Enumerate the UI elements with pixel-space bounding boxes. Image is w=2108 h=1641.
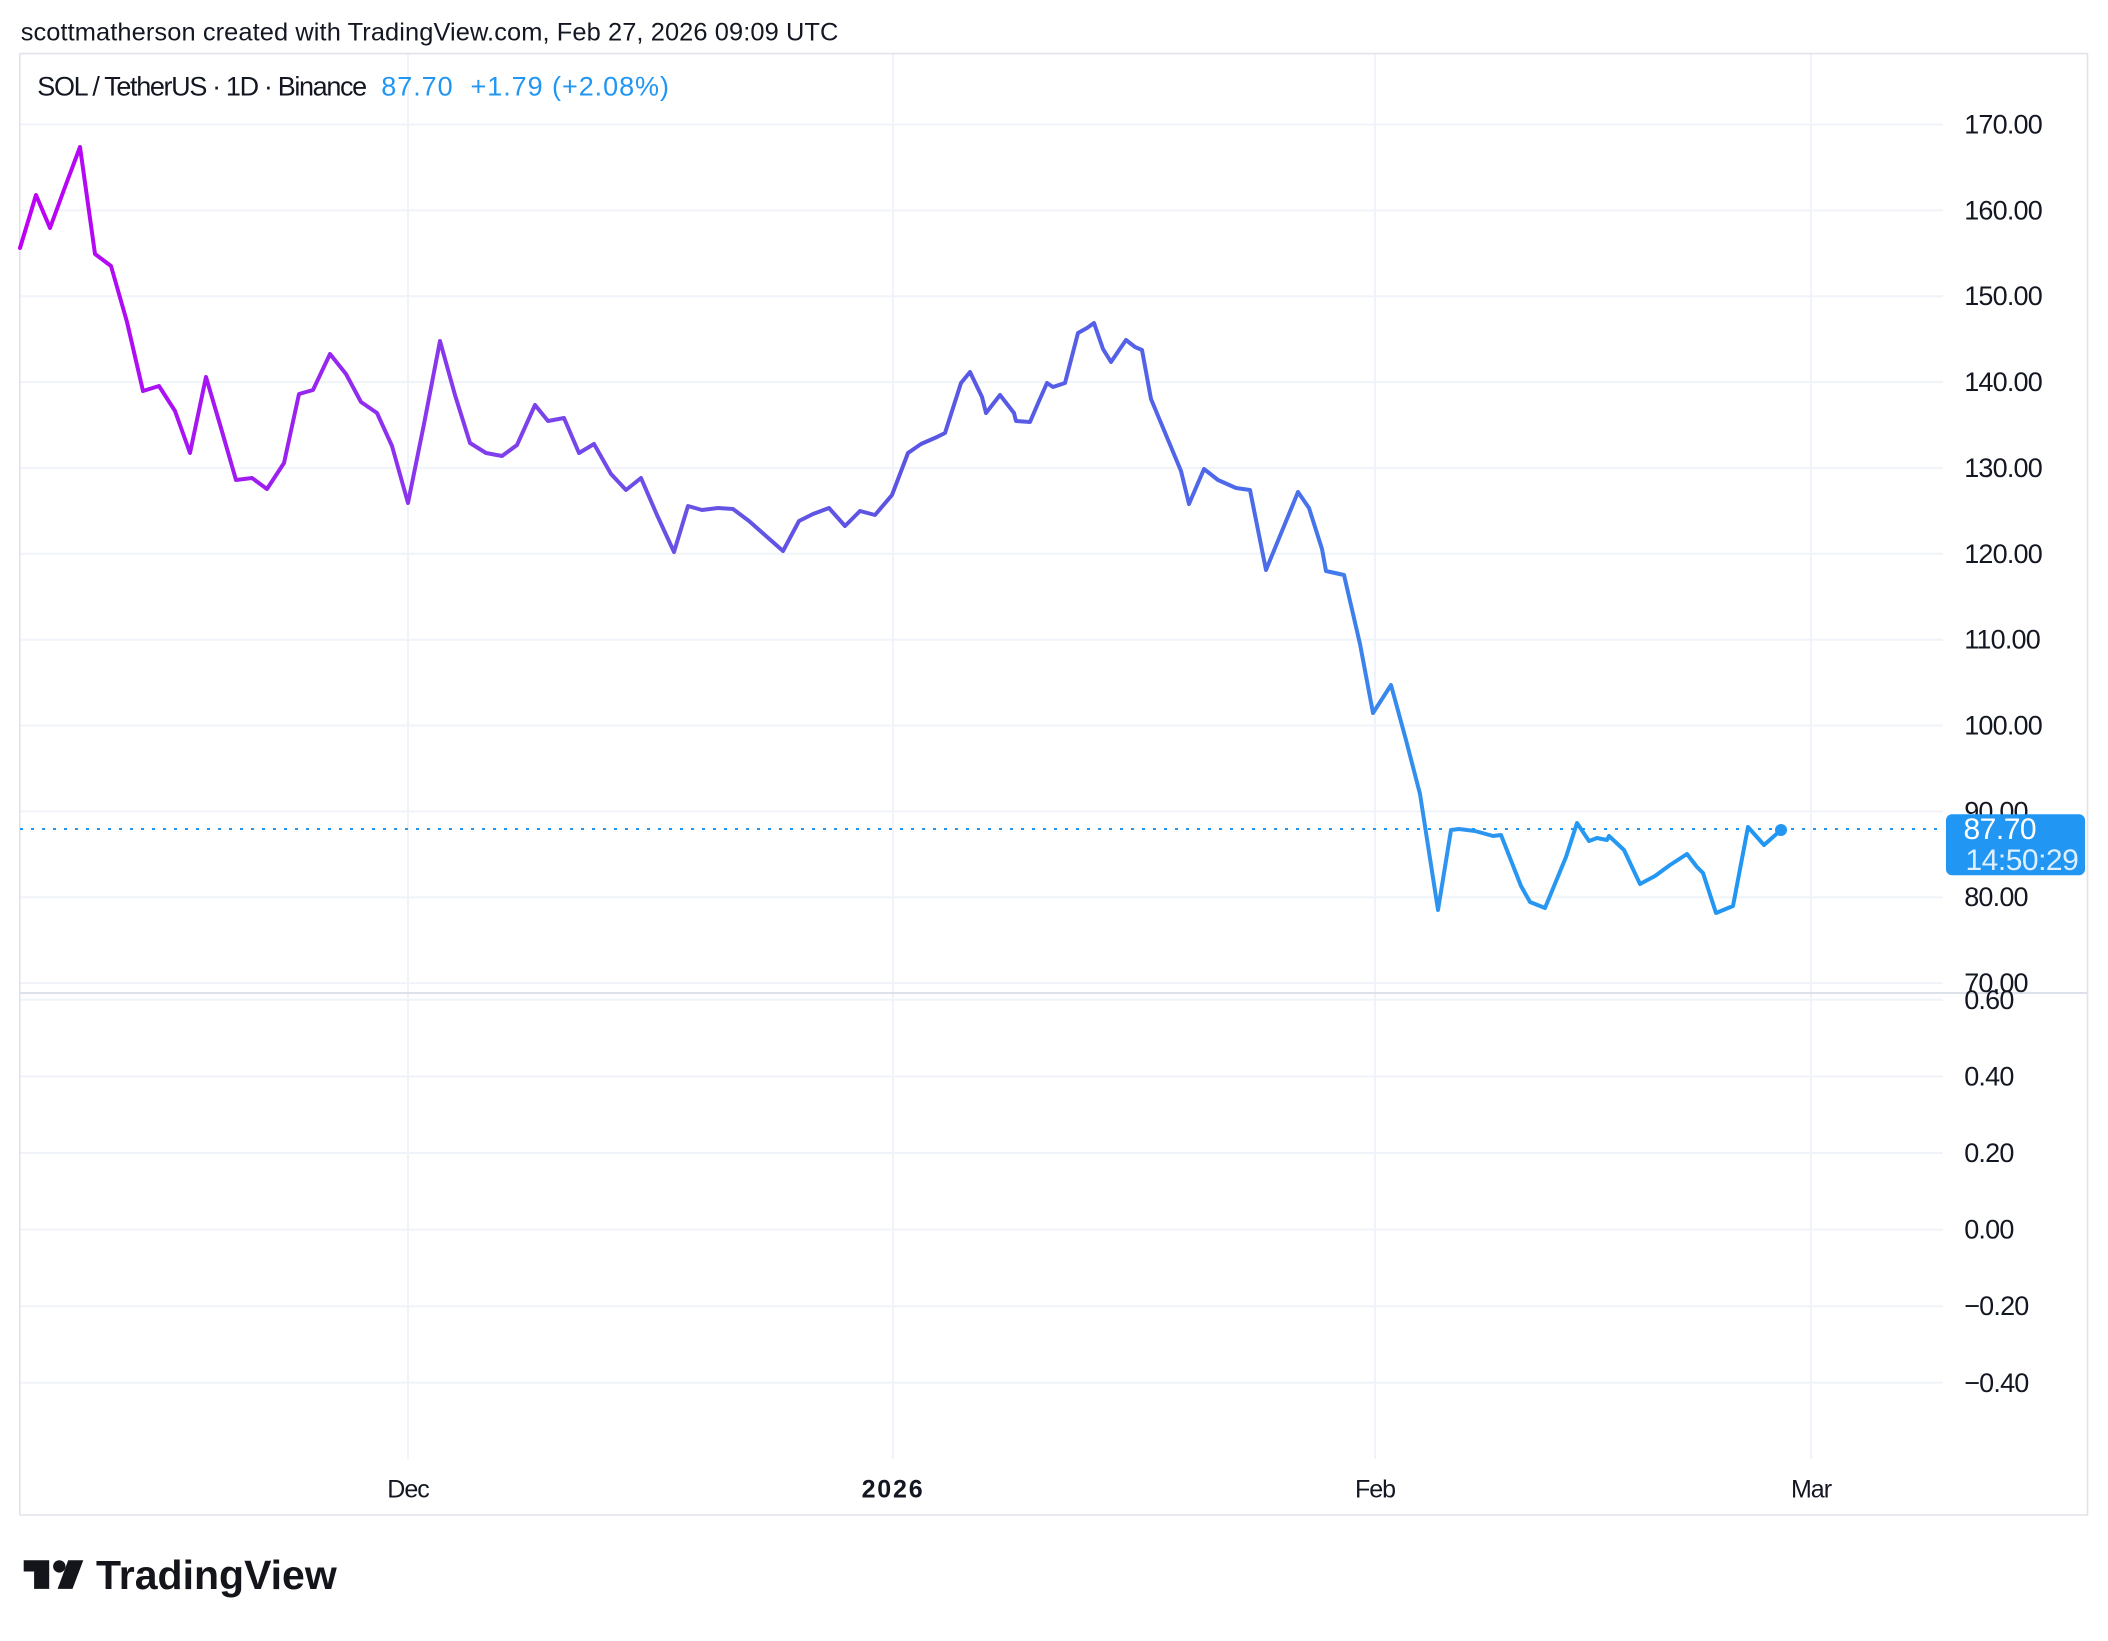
svg-text:140.00: 140.00 <box>1964 367 2042 397</box>
svg-text:scottmatherson created with Tr: scottmatherson created with TradingView.… <box>21 18 839 46</box>
svg-text:110.00: 110.00 <box>1964 625 2040 655</box>
svg-text:0.40: 0.40 <box>1964 1061 2013 1091</box>
svg-text:170.00: 170.00 <box>1964 110 2042 140</box>
svg-text:14:50:29: 14:50:29 <box>1966 844 2079 877</box>
svg-text:0.20: 0.20 <box>1964 1138 2013 1168</box>
svg-text:SOL / TetherUS · 1D · Binance: SOL / TetherUS · 1D · Binance <box>37 72 366 102</box>
svg-text:160.00: 160.00 <box>1964 195 2042 225</box>
svg-text:TradingView: TradingView <box>96 1552 337 1598</box>
svg-text:130.00: 130.00 <box>1964 453 2042 483</box>
svg-text:120.00: 120.00 <box>1964 539 2042 569</box>
svg-text:100.00: 100.00 <box>1964 711 2042 741</box>
svg-text:0.60: 0.60 <box>1964 985 2013 1015</box>
svg-text:87.70 +1.79 (+2.08%): 87.70 +1.79 (+2.08%) <box>381 72 670 102</box>
svg-text:Mar: Mar <box>1791 1476 1832 1504</box>
svg-text:−0.20: −0.20 <box>1964 1291 2028 1321</box>
svg-text:150.00: 150.00 <box>1964 281 2042 311</box>
svg-text:2026: 2026 <box>862 1476 925 1504</box>
svg-text:80.00: 80.00 <box>1964 882 2028 912</box>
svg-text:Dec: Dec <box>387 1476 429 1504</box>
svg-text:Feb: Feb <box>1355 1476 1395 1504</box>
svg-text:87.70: 87.70 <box>1964 813 2037 846</box>
svg-text:−0.40: −0.40 <box>1964 1368 2028 1398</box>
svg-text:0.00: 0.00 <box>1964 1215 2013 1245</box>
svg-text:70.00: 70.00 <box>1964 968 2028 998</box>
